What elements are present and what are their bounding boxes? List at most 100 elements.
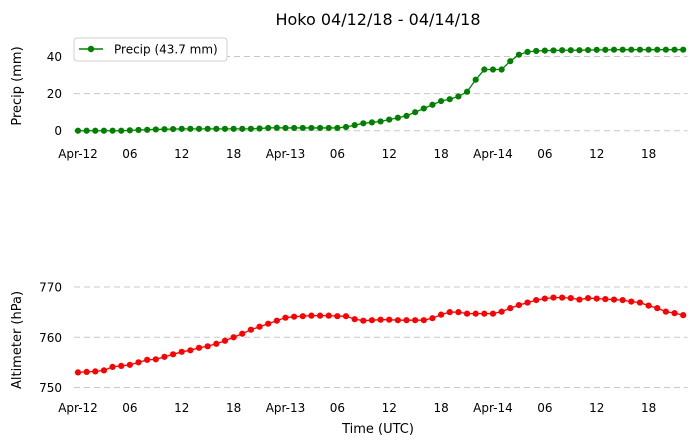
precip-data-point xyxy=(507,58,514,65)
altimeter-x-tick-label: 06 xyxy=(122,401,137,415)
precip-x-tick-label: 06 xyxy=(122,147,137,161)
altimeter-x-tick-label: 18 xyxy=(226,401,241,415)
altimeter-x-tick-label: 12 xyxy=(382,401,397,415)
altimeter-data-point xyxy=(619,297,626,304)
altimeter-data-point xyxy=(291,313,298,320)
altimeter-data-point xyxy=(593,295,600,302)
precip-data-point xyxy=(247,125,255,132)
altimeter-data-point xyxy=(463,310,471,317)
precip-y-tick-label: 40 xyxy=(47,50,62,64)
altimeter-data-point xyxy=(299,313,306,320)
altimeter-data-point xyxy=(135,359,142,366)
altimeter-data-point xyxy=(377,316,384,323)
altimeter-data-point xyxy=(584,294,592,302)
precip-data-point xyxy=(662,46,669,53)
altimeter-data-point xyxy=(636,299,644,306)
altimeter-data-point xyxy=(334,313,341,320)
altimeter-data-point xyxy=(325,312,332,319)
altimeter-data-point xyxy=(118,362,125,369)
altimeter-data-point xyxy=(610,296,618,303)
precip-x-tick-label: 06 xyxy=(537,147,552,161)
altimeter-data-point xyxy=(308,312,315,319)
precip-x-tick-label: 06 xyxy=(330,147,345,161)
precip-data-point xyxy=(239,125,246,132)
precip-x-tick-label: 18 xyxy=(641,147,656,161)
altimeter-data-point xyxy=(178,348,185,355)
precip-data-point xyxy=(187,125,194,132)
precip-data-point xyxy=(118,127,125,134)
precip-data-point xyxy=(671,46,678,53)
altimeter-y-axis-label: Altimeter (hPa) xyxy=(10,291,25,389)
precip-x-tick-label: 18 xyxy=(226,147,241,161)
precip-data-point xyxy=(524,48,531,56)
altimeter-data-point xyxy=(550,294,557,301)
altimeter-x-tick-label: 12 xyxy=(174,401,189,415)
precip-series xyxy=(74,46,687,134)
altimeter-data-point xyxy=(489,310,497,317)
precip-data-point xyxy=(498,66,505,73)
precip-x-tick-label: Apr-13 xyxy=(266,147,306,161)
precip-y-ticks: 0 20 40 xyxy=(47,50,62,138)
altimeter-x-tick-label: 18 xyxy=(433,401,448,415)
altimeter-data-point xyxy=(576,296,583,303)
altimeter-data-point xyxy=(195,344,203,351)
precip-data-point xyxy=(161,126,168,133)
altimeter-data-point xyxy=(524,299,531,306)
altimeter-data-point xyxy=(628,298,635,305)
altimeter-data-point xyxy=(403,317,410,324)
precip-data-point xyxy=(584,46,592,54)
precip-data-point xyxy=(265,124,272,132)
altimeter-data-point xyxy=(438,311,445,318)
altimeter-data-point xyxy=(559,294,566,301)
altimeter-data-point xyxy=(316,312,324,319)
precip-data-point xyxy=(463,88,471,95)
altimeter-y-tick-label: 750 xyxy=(39,381,62,395)
altimeter-data-point xyxy=(204,343,211,350)
altimeter-data-point xyxy=(170,351,177,358)
altimeter-data-point xyxy=(567,294,574,302)
precip-x-ticks: Apr-12 06 12 18 Apr-13 06 12 18 Apr-14 06 12 18 xyxy=(58,147,656,161)
altimeter-data-point xyxy=(654,305,661,312)
precip-data-point xyxy=(195,125,203,132)
precip-data-point xyxy=(628,46,635,53)
precip-data-point xyxy=(74,127,82,134)
altimeter-y-ticks: 750 760 770 xyxy=(39,281,62,395)
altimeter-data-point xyxy=(342,313,350,320)
precip-data-point xyxy=(412,109,419,116)
altimeter-data-point xyxy=(161,353,168,360)
altimeter-data-point xyxy=(109,363,116,370)
altimeter-data-point xyxy=(507,305,514,312)
altimeter-data-point xyxy=(282,314,289,321)
altimeter-data-point xyxy=(602,295,609,303)
precip-data-point xyxy=(178,125,185,132)
precip-data-point xyxy=(256,125,263,132)
precip-data-point xyxy=(368,119,376,126)
precip-x-tick-label: Apr-14 xyxy=(473,147,513,161)
precip-data-point xyxy=(204,125,211,132)
precip-data-point xyxy=(541,47,548,54)
precip-legend: Precip (43.7 mm) xyxy=(73,37,228,62)
precip-data-point xyxy=(438,97,445,105)
altimeter-data-point xyxy=(351,316,358,323)
altimeter-data-point xyxy=(239,330,246,337)
legend-entry-precip: Precip (43.7 mm) xyxy=(114,43,218,57)
precip-data-point xyxy=(386,116,393,123)
precip-data-point xyxy=(126,127,133,134)
precip-data-point xyxy=(645,46,652,53)
precip-data-point xyxy=(533,47,540,55)
precip-data-point xyxy=(550,47,557,54)
precip-data-point xyxy=(446,96,453,103)
altimeter-data-point xyxy=(187,347,194,354)
altimeter-data-point xyxy=(126,361,133,368)
precip-data-point xyxy=(152,126,159,133)
precip-x-tick-label: Apr-12 xyxy=(58,147,98,161)
precip-data-point xyxy=(221,125,229,132)
altimeter-x-tick-label: 12 xyxy=(589,401,604,415)
altimeter-grid xyxy=(74,286,688,388)
precip-data-point xyxy=(291,124,298,132)
precip-data-point xyxy=(377,118,384,125)
precip-data-point xyxy=(135,126,142,134)
altimeter-data-point xyxy=(680,312,687,319)
precip-data-point xyxy=(299,124,306,132)
precip-data-point xyxy=(654,46,661,53)
